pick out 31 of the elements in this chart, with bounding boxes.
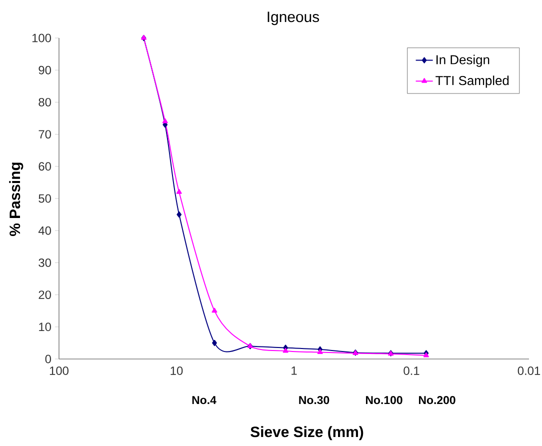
- x-tick-label: 100: [50, 366, 69, 375]
- point: [282, 348, 288, 353]
- y-tick-label: 10: [39, 322, 52, 332]
- text: No.100: [366, 396, 402, 404]
- y-axis-title: % Passing: [9, 162, 24, 236]
- text: No.200: [418, 396, 456, 404]
- y-tick-label: 80: [38, 98, 52, 106]
- y-tick-label: 30: [38, 258, 52, 267]
- x-tick-label: 10: [170, 366, 183, 375]
- x-tick-label: 1: [292, 366, 297, 375]
- x-axis-title: Sieve Size (mm): [250, 426, 364, 440]
- y-tick-label: 70: [38, 130, 52, 139]
- legend-label: In Design: [436, 54, 490, 67]
- y-tick-label: 100: [32, 34, 52, 42]
- text: No.4: [192, 396, 216, 404]
- text: No.30: [299, 396, 330, 404]
- y-tick-label: 20: [38, 290, 52, 300]
- point: [317, 349, 323, 354]
- y-tick-label: 0: [45, 354, 52, 364]
- legend-label: TTI Sampled: [436, 76, 509, 88]
- point: [176, 188, 182, 194]
- point: [212, 340, 217, 346]
- y-tick-label: 90: [38, 66, 52, 74]
- x-tick-label: 0.1: [404, 366, 420, 375]
- y-tick-label: 50: [38, 194, 52, 203]
- x-tick-label: 0.01: [518, 366, 540, 375]
- point: [212, 308, 218, 313]
- y-tick-label: 60: [38, 162, 52, 171]
- chart-title: Igneous: [268, 12, 320, 26]
- point: [176, 211, 182, 218]
- y-tick-label: 40: [38, 226, 52, 235]
